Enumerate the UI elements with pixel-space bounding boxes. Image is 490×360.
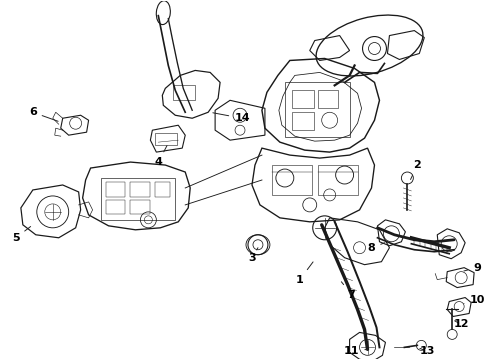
Bar (130, 182, 150, 197)
Bar (105, 200, 125, 214)
Text: 14: 14 (213, 113, 250, 123)
Bar (155, 182, 171, 197)
Bar (292, 90, 314, 108)
Text: 12: 12 (453, 319, 469, 329)
Bar (173, 85, 195, 100)
Bar (318, 90, 338, 108)
Bar (130, 200, 150, 214)
Bar (272, 165, 312, 195)
Text: 7: 7 (342, 282, 355, 300)
Bar (105, 182, 125, 197)
Text: 3: 3 (248, 248, 258, 263)
Text: 1: 1 (296, 262, 313, 285)
Bar (292, 112, 314, 130)
Text: 11: 11 (344, 346, 368, 356)
Text: 8: 8 (368, 243, 385, 253)
Text: 5: 5 (12, 226, 30, 243)
Text: 10: 10 (464, 294, 485, 305)
Text: 9: 9 (464, 263, 481, 273)
Text: 2: 2 (411, 160, 421, 180)
Bar (155, 133, 177, 145)
Bar (318, 165, 358, 195)
Bar (285, 82, 349, 137)
Text: 6: 6 (29, 107, 58, 121)
Text: 4: 4 (154, 145, 167, 167)
Text: 13: 13 (419, 346, 435, 356)
Bar (100, 178, 175, 220)
